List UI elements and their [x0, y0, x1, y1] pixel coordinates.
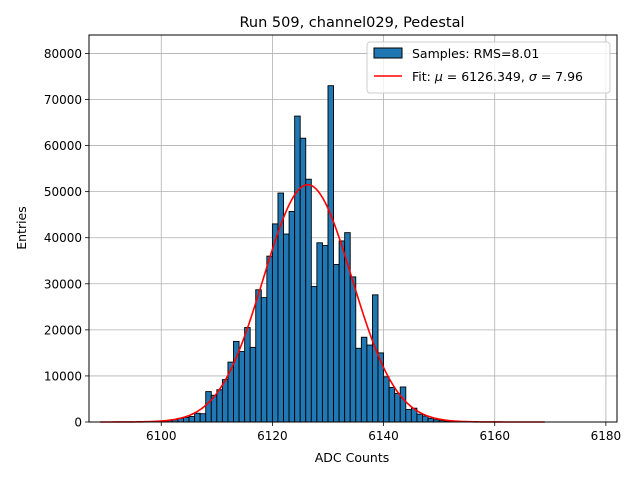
- x-tick-label: 6180: [591, 429, 622, 443]
- histogram-bar: [338, 240, 346, 423]
- y-tick-label: 70000: [44, 93, 82, 107]
- x-tick-label: 6120: [257, 429, 288, 443]
- histogram-bar: [183, 416, 190, 423]
- y-tick-label: 80000: [44, 47, 82, 61]
- x-tick-label: 6160: [479, 429, 510, 443]
- histogram-bar: [394, 392, 401, 423]
- y-tick-label: 0: [74, 416, 82, 430]
- y-tick-label: 60000: [44, 139, 82, 153]
- histogram-bar: [327, 85, 334, 423]
- histogram-bar: [399, 386, 407, 423]
- chart-title: Run 509, channel029, Pedestal: [239, 15, 464, 31]
- histogram-bar: [283, 233, 290, 423]
- x-tick-label: 6140: [368, 429, 399, 443]
- histogram-bar: [305, 178, 312, 423]
- legend-sigma-value: = 7.96: [537, 69, 583, 84]
- histogram-bar: [288, 211, 296, 423]
- histogram-bar: [333, 263, 340, 423]
- histogram-bar: [416, 413, 423, 423]
- histogram-bar: [321, 245, 329, 423]
- histogram-bar: [199, 413, 207, 423]
- histogram-bar: [316, 242, 323, 423]
- histogram-bar: [244, 327, 251, 423]
- histogram-bar: [294, 115, 301, 423]
- histogram-bar: [360, 336, 368, 423]
- histogram-bar: [277, 192, 284, 423]
- histogram-bar: [205, 391, 212, 423]
- histogram-bar: [349, 276, 357, 423]
- histogram-bar: [299, 137, 307, 423]
- histogram-bar: [372, 294, 379, 423]
- histogram-bar: [427, 417, 435, 423]
- histogram-bar: [405, 409, 412, 423]
- y-tick-label: 30000: [44, 277, 82, 291]
- histogram-bar: [260, 297, 268, 423]
- y-tick-label: 10000: [44, 369, 82, 383]
- histogram-bar: [355, 347, 362, 423]
- y-axis-ticks: 0 10000 20000 30000 40000 50000 60000 70000 8000…: [44, 47, 89, 430]
- histogram-bar: [238, 351, 246, 423]
- legend-mu-symbol: μ: [434, 69, 443, 84]
- y-axis-label: Entries: [14, 206, 29, 250]
- histogram-bar: [188, 416, 196, 423]
- histogram-bars: [166, 85, 462, 423]
- legend-fit-label: Fit: μ = 6126.349, σ = 7.96: [412, 69, 583, 84]
- legend-histogram-label: Samples: RMS=8.01: [412, 46, 539, 61]
- histogram-bar: [388, 386, 396, 423]
- histogram-bar: [366, 344, 373, 423]
- histogram-bar: [266, 255, 273, 423]
- legend-fit-prefix: Fit:: [412, 69, 435, 84]
- legend-histogram-swatch: [373, 47, 403, 59]
- histogram-bar: [249, 346, 257, 423]
- x-axis-label: ADC Counts: [315, 450, 390, 465]
- histogram-bar: [194, 412, 201, 423]
- histogram-bar: [255, 289, 262, 423]
- x-axis-ticks: 6100 6120 6140 6160 6180: [146, 422, 621, 443]
- legend-sigma-symbol: σ: [529, 69, 538, 84]
- y-tick-label: 40000: [44, 231, 82, 245]
- histogram-bar: [271, 223, 279, 423]
- histogram-bar: [310, 286, 318, 423]
- legend-mu-value: = 6126.349,: [443, 69, 529, 84]
- histogram-bar: [216, 389, 223, 423]
- histogram-bar: [383, 376, 390, 423]
- histogram-bar: [221, 379, 229, 423]
- x-tick-label: 6100: [146, 429, 177, 443]
- legend-box: [366, 41, 611, 94]
- histogram-bar: [422, 415, 429, 423]
- plot-frame: [88, 34, 618, 423]
- y-tick-label: 20000: [44, 323, 82, 337]
- legend: Samples: RMS=8.01 Fit: μ = 6126.349, σ =…: [366, 41, 611, 94]
- y-tick-label: 50000: [44, 185, 82, 199]
